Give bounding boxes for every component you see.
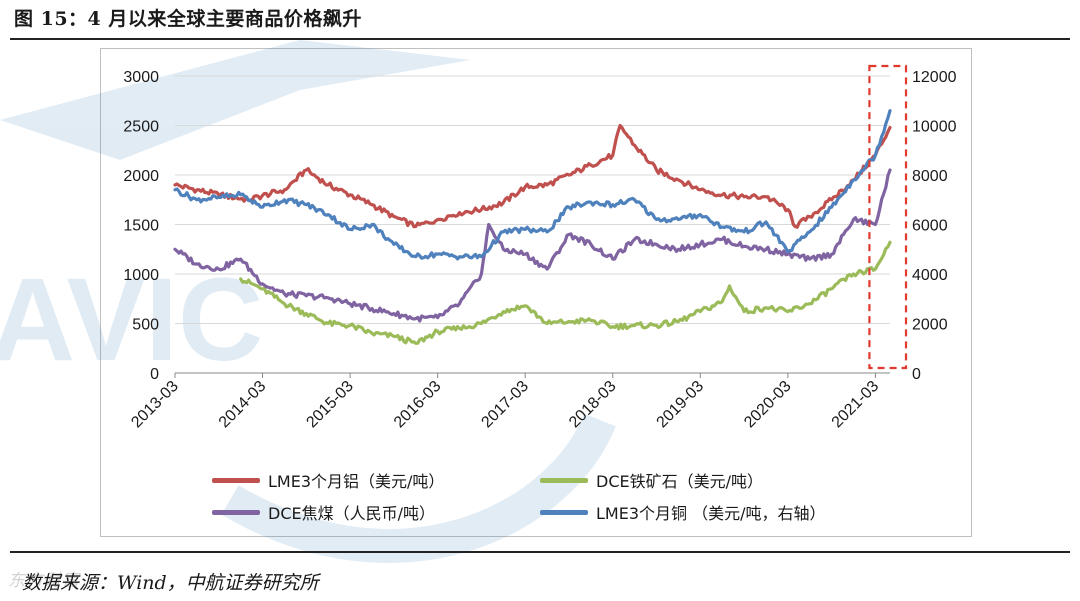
x-tick-label: 2017-03 xyxy=(478,378,532,432)
series-lines xyxy=(173,109,892,345)
left-axis-ticks: 0 500 1000 1500 2000 2500 3000 xyxy=(123,69,159,383)
legend-label-copper: LME3个月铜 （美元/吨，右轴） xyxy=(596,504,826,523)
top-rule xyxy=(10,38,1070,40)
avic-watermark: AVIC xyxy=(0,40,616,563)
legend-iron-ore: DCE铁矿石（美元/吨） xyxy=(540,468,763,492)
legend-swatch-iron-ore xyxy=(540,477,588,483)
left-tick-label: 1500 xyxy=(123,218,159,235)
legend-swatch-copper xyxy=(540,509,588,515)
x-tick-label: 2021-03 xyxy=(829,378,883,432)
chart-panel xyxy=(100,48,972,537)
figure-title: 图 15：4 月以来全球主要商品价格飙升 xyxy=(14,8,362,30)
legend-label-aluminum: LME3个月铝（美元/吨） xyxy=(268,472,445,491)
svg-text:AVIC: AVIC xyxy=(0,254,263,386)
series-line-iron_ore xyxy=(239,240,892,345)
right-tick-label: 10000 xyxy=(912,119,957,136)
legend-label-iron-ore: DCE铁矿石（美元/吨） xyxy=(596,472,763,491)
legend-label-coke: DCE焦煤（人民币/吨） xyxy=(268,504,435,523)
gridlines xyxy=(175,75,890,324)
left-tick-label: 2500 xyxy=(123,119,159,136)
right-tick-label: 6000 xyxy=(912,218,948,235)
x-tick-label: 2016-03 xyxy=(391,378,445,432)
highlight-box xyxy=(868,64,908,370)
x-tick-label: 2015-03 xyxy=(303,378,357,432)
left-tick-label: 0 xyxy=(150,366,159,383)
legend-swatch-aluminum xyxy=(212,477,260,483)
series-line-aluminum xyxy=(173,123,892,229)
right-tick-label: 12000 xyxy=(912,69,957,86)
left-tick-label: 500 xyxy=(132,317,159,334)
right-tick-label: 4000 xyxy=(912,267,948,284)
right-axis-ticks: 0 2000 4000 6000 8000 10000 12000 xyxy=(912,69,957,383)
source-note: 数据来源：Wind，中航证券研究所 xyxy=(22,572,319,594)
legend-copper: LME3个月铜 （美元/吨，右轴） xyxy=(540,500,826,524)
left-tick-label: 3000 xyxy=(123,69,159,86)
series-line-coke xyxy=(173,168,892,323)
x-tick-label: 2019-03 xyxy=(654,378,708,432)
right-tick-label: 0 xyxy=(912,366,921,383)
left-tick-label: 2000 xyxy=(123,168,159,185)
left-tick-label: 1000 xyxy=(123,267,159,284)
legend-coke: DCE焦煤（人民币/吨） xyxy=(212,500,435,524)
legend-aluminum: LME3个月铝（美元/吨） xyxy=(212,468,444,492)
x-tick-label: 2020-03 xyxy=(741,378,795,432)
right-tick-label: 2000 xyxy=(912,317,948,334)
legend-swatch-coke xyxy=(212,509,260,515)
right-tick-label: 8000 xyxy=(912,168,948,185)
watermark-text: 东方财富 xyxy=(8,571,80,591)
series-line-copper xyxy=(173,109,892,261)
bottom-rule xyxy=(10,551,1070,553)
